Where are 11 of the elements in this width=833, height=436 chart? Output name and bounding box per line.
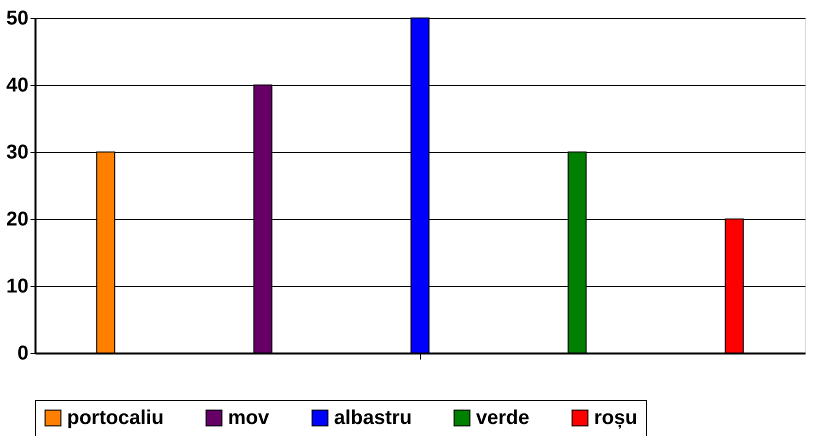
y-tick-label: 50: [6, 8, 28, 30]
legend-label: portocaliu: [67, 407, 164, 429]
y-tick-label: 30: [6, 142, 28, 164]
legend-label: verde: [476, 407, 530, 429]
legend-label: roșu: [594, 407, 638, 429]
legend-label: albastru: [334, 407, 412, 429]
y-tick-label: 0: [17, 342, 28, 364]
y-tick-label: 40: [6, 74, 28, 96]
y-tick-label: 20: [6, 208, 28, 230]
y-tick-label: 10: [6, 276, 28, 298]
legend-label: mov: [228, 407, 270, 429]
